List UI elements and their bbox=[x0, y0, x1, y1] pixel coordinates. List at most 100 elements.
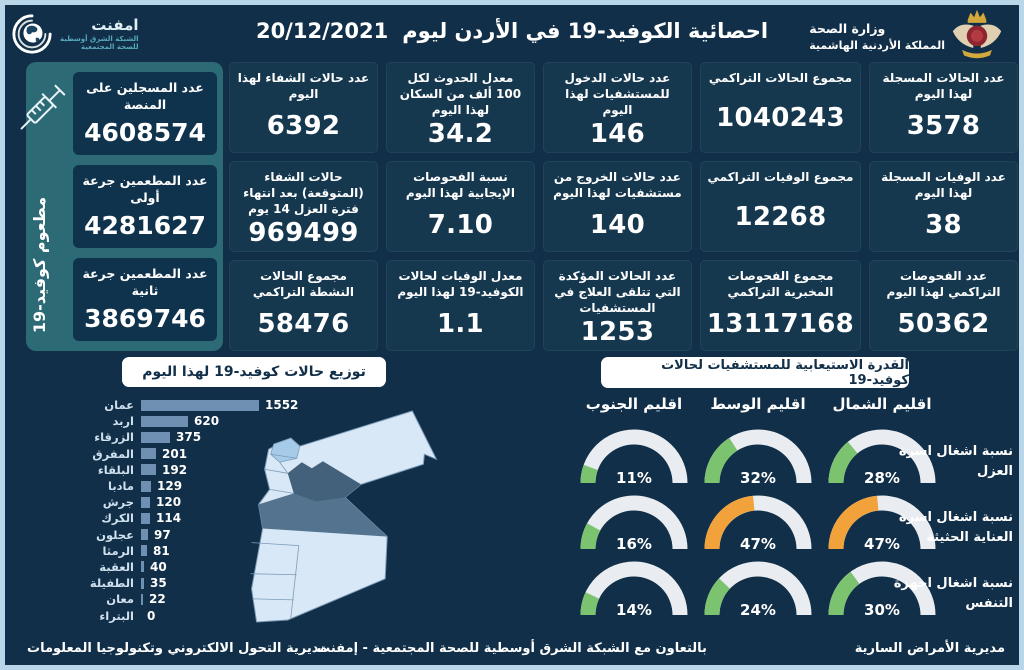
gauge-region-header: اقليم الوسط bbox=[710, 395, 806, 413]
bar-category-label: الزرقاء bbox=[94, 430, 134, 445]
report-date: 20/12/2021 bbox=[255, 19, 389, 43]
stat-card: معدل الوفيات لحالات الكوفيد-19 لهذا اليو… bbox=[385, 260, 535, 351]
stat-card: عدد الفحوصات التراكمي لهذا اليوم 50362 bbox=[869, 260, 1018, 351]
bar-fill bbox=[141, 448, 156, 460]
gauge: 14% bbox=[580, 561, 688, 623]
bar-row: المفرق 201 bbox=[16, 446, 408, 462]
jordan-coat-of-arms-icon bbox=[952, 9, 1002, 59]
bar-value-label: 81 bbox=[153, 543, 170, 558]
bar-fill bbox=[141, 399, 259, 411]
bar-fill bbox=[141, 415, 188, 427]
stat-card-value: 13117168 bbox=[706, 308, 855, 339]
gauge-row-label: نسبة اشغال اسرة العزل bbox=[898, 443, 1013, 479]
gauge-section-title: القدرة الاستيعابية للمستشفيات لحالات كوف… bbox=[601, 357, 909, 388]
bar-row: الرمثا 81 bbox=[16, 543, 408, 559]
stat-card-value: 146 bbox=[589, 118, 646, 149]
stat-card-value: 1040243 bbox=[716, 102, 845, 133]
stat-card: مجموع الوفيات التراكمي 12268 bbox=[699, 161, 862, 252]
gauge: 47% bbox=[828, 495, 936, 557]
gauge-value: 47% bbox=[864, 535, 900, 553]
vaccination-box-value: 4281627 bbox=[84, 210, 206, 240]
gauge-value: 14% bbox=[616, 601, 652, 619]
stat-card: مجموع الفحوصات المخبرية التراكمي 13117168 bbox=[699, 260, 862, 351]
ministry-line1: وزارة الصحة bbox=[809, 21, 886, 36]
bar-value-label: 97 bbox=[154, 527, 171, 542]
stat-card-label: عدد الفحوصات التراكمي لهذا اليوم bbox=[886, 269, 1001, 300]
logo-subtitle-2: للصحة المجتمعية bbox=[81, 43, 139, 52]
map-internal-borders bbox=[250, 453, 300, 618]
stat-card: حالات الشفاء (المتوقعة) بعد انتهاء فترة … bbox=[229, 161, 378, 252]
bar-row: الكرك 114 bbox=[16, 510, 408, 526]
bar-chart: عمان 1552 اربد 620 الزرقاء 375 المفرق 201 البلقا… bbox=[16, 397, 408, 624]
vaccination-box-value: 3869746 bbox=[84, 303, 206, 333]
syringe-icon bbox=[11, 71, 113, 173]
bar-value-label: 375 bbox=[176, 430, 202, 445]
gauge-row-label: نسبة اشغال اسرة العناية الحثيثة bbox=[898, 509, 1013, 545]
bar-row: عجلون 97 bbox=[16, 527, 408, 543]
bar-value-label: 0 bbox=[147, 608, 156, 623]
vaccination-box-value: 4608574 bbox=[84, 117, 206, 147]
stat-card-value: 38 bbox=[925, 209, 962, 240]
bar-category-label: جرش bbox=[102, 495, 134, 510]
gauge-value: 28% bbox=[864, 469, 900, 487]
gauge: 11% bbox=[580, 429, 688, 491]
stat-card: مجموع الحالات التراكمي 1040243 bbox=[699, 62, 862, 153]
stat-card-value: 140 bbox=[589, 209, 646, 240]
stat-card: عدد الحالات المسجلة لهذا اليوم 3578 bbox=[869, 62, 1018, 153]
vaccination-boxes: عدد المسجلين على المنصة 4608574 عدد المطعم… bbox=[73, 72, 217, 341]
stat-card-value: 12268 bbox=[734, 201, 827, 232]
gauge-value: 16% bbox=[616, 535, 652, 553]
bar-category-label: الكرك bbox=[101, 511, 134, 526]
gauge: 16% bbox=[580, 495, 688, 557]
gauge: 28% bbox=[828, 429, 936, 491]
bar-category-label: عجلون bbox=[96, 527, 134, 542]
bar-value-label: 114 bbox=[156, 511, 182, 526]
stat-card: عدد حالات الشفاء لهذا اليوم 6392 bbox=[229, 62, 378, 153]
stat-card: عدد حالات الدخول للمستشفيات لهذا اليوم 14… bbox=[542, 62, 692, 153]
bar-row: جرش 120 bbox=[16, 494, 408, 510]
bar-value-label: 35 bbox=[150, 576, 167, 591]
stat-card-value: 1.1 bbox=[436, 308, 484, 339]
page-title-text: احصائية الكوفيد-19 في الأردن ليوم bbox=[402, 19, 769, 43]
hospital-capacity-gauges: اقليم الجنوب اقليم الوسط اقليم الشمال 11% 3… bbox=[580, 395, 936, 627]
bar-category-label: عمان bbox=[104, 398, 134, 413]
bar-value-label: 120 bbox=[156, 495, 182, 510]
bar-category-label: اربد bbox=[112, 414, 134, 429]
bar-value-label: 201 bbox=[162, 446, 188, 461]
jordan-map bbox=[243, 407, 445, 634]
stat-card-value: 1253 bbox=[580, 316, 655, 347]
stat-card: عدد الحالات المؤكدة التي تتلقى العلاج في… bbox=[542, 260, 692, 351]
footer-collaboration: بالتعاون مع الشبكة الشرق أوسطية للصحة ال… bbox=[317, 641, 707, 656]
footer-diseases-directorate: مديرية الأمراض السارية bbox=[854, 641, 1005, 656]
gauge: 30% bbox=[828, 561, 936, 623]
page-title: احصائية الكوفيد-19 في الأردن ليوم 20/12/2… bbox=[175, 19, 849, 43]
map-region-north bbox=[270, 437, 301, 463]
gauge: 24% bbox=[704, 561, 812, 623]
stat-card-value: 50362 bbox=[897, 308, 990, 339]
bar-category-label: البلقاء bbox=[97, 462, 134, 477]
stat-card: نسبة الفحوصات الإيجابية لهذا اليوم 7.10 bbox=[385, 161, 535, 252]
bar-category-label: المفرق bbox=[92, 446, 134, 461]
emphnet-logo: امفنت الشبكة الشرق أوسطية للصحة المجتمعي… bbox=[11, 9, 161, 59]
gauge-region-header: اقليم الشمال bbox=[832, 395, 932, 413]
bar-category-label: الطفيلة bbox=[89, 576, 134, 591]
stat-card-value: 3578 bbox=[906, 110, 981, 141]
stat-card: عدد الوفيات المسجلة لهذا اليوم 38 bbox=[869, 161, 1018, 252]
gauge-value: 32% bbox=[740, 469, 776, 487]
map-region-medium bbox=[258, 493, 388, 537]
logo-name: امفنت bbox=[91, 15, 139, 34]
bar-fill bbox=[141, 464, 156, 476]
logo-text: امفنت الشبكة الشرق أوسطية للصحة المجتمعي… bbox=[60, 16, 139, 52]
gauge-region-header: اقليم الجنوب bbox=[585, 395, 683, 413]
globe-swoosh-icon bbox=[12, 14, 52, 54]
stat-card-label: معدل الحدوث لكل 100 ألف من السكان لهذا ا… bbox=[399, 71, 522, 118]
bar-chart-title: توزيع حالات كوفيد-19 لهذا اليوم bbox=[122, 357, 386, 387]
gauge-grid: 11% 32% 28% 16% 47% 47% 14% 24% 30% bbox=[580, 429, 936, 627]
bar-fill bbox=[141, 480, 151, 492]
vaccination-box: عدد المطعمين جرعة أولى 4281627 bbox=[73, 165, 217, 248]
logo-subtitle-1: الشبكة الشرق أوسطية bbox=[60, 34, 139, 43]
stat-card-value: 58476 bbox=[257, 308, 350, 339]
stat-card-value: 6392 bbox=[266, 110, 341, 141]
stat-card-value: 34.2 bbox=[427, 118, 494, 149]
stat-card: مجموع الحالات النشطة التراكمي 58476 bbox=[229, 260, 378, 351]
